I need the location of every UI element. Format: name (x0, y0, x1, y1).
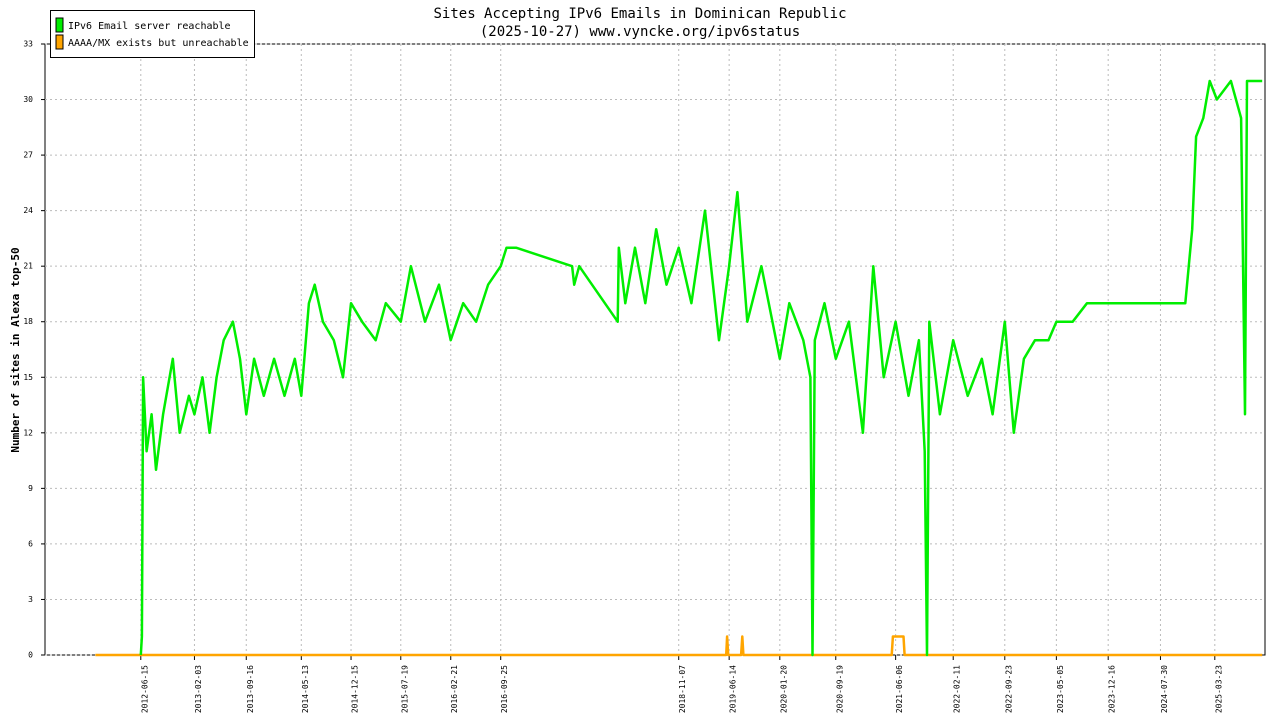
x-tick-label: 2025-03-23 (1214, 665, 1223, 713)
y-tick-label: 9 (28, 484, 33, 493)
chart-title: Sites Accepting IPv6 Emails in Dominican… (433, 6, 846, 22)
y-tick-label: 15 (23, 373, 33, 382)
y-tick-label: 24 (23, 206, 33, 215)
series-line (139, 79, 1263, 657)
x-tick-label: 2012-06-15 (140, 665, 149, 713)
x-tick-label: 2022-09-23 (1004, 665, 1013, 713)
x-tick-label: 2022-02-11 (953, 665, 962, 713)
legend-swatch (55, 34, 64, 50)
legend-swatch (55, 17, 64, 33)
legend-label: AAAA/MX exists but unreachable (68, 38, 249, 49)
series-line (95, 635, 1263, 657)
x-tick-label: 2018-11-07 (678, 665, 687, 713)
y-tick-label: 3 (28, 595, 33, 604)
x-tick-label: 2016-09-25 (500, 665, 509, 713)
x-tick-label: 2023-05-05 (1056, 665, 1065, 713)
x-tick-label: 2016-02-21 (450, 665, 459, 713)
y-tick-label: 27 (23, 151, 33, 160)
x-tick-label: 2013-09-16 (246, 665, 255, 713)
y-axis-label: Number of sites in Alexa top-50 (9, 247, 22, 452)
x-tick-label: 2021-06-06 (895, 665, 904, 713)
legend-label: IPv6 Email server reachable (68, 21, 231, 32)
legend-box (50, 10, 255, 58)
x-tick-label: 2020-09-19 (835, 665, 844, 713)
x-tick-label: 2020-01-20 (779, 665, 788, 713)
x-tick-label: 2019-06-14 (729, 665, 738, 713)
x-tick-label: 2013-02-03 (194, 665, 203, 713)
legend: IPv6 Email server reachable AAAA/MX exist… (50, 10, 255, 58)
y-tick-label: 0 (28, 651, 33, 660)
y-tick-label: 12 (23, 428, 33, 437)
x-tick-label: 2014-12-15 (351, 665, 360, 713)
y-tick-label: 6 (28, 539, 33, 548)
y-tick-label: 18 (23, 317, 33, 326)
x-tick-label: 2015-07-19 (400, 665, 409, 713)
y-tick-label: 30 (23, 95, 33, 104)
x-tick-label: 2014-05-13 (301, 665, 310, 713)
y-tick-label: 21 (23, 262, 33, 271)
x-tick-label: 2024-07-30 (1160, 665, 1169, 713)
chart-subtitle: (2025-10-27) www.vyncke.org/ipv6status (480, 24, 800, 40)
x-tick-label: 2023-12-16 (1108, 665, 1117, 713)
y-tick-label: 33 (23, 40, 33, 49)
